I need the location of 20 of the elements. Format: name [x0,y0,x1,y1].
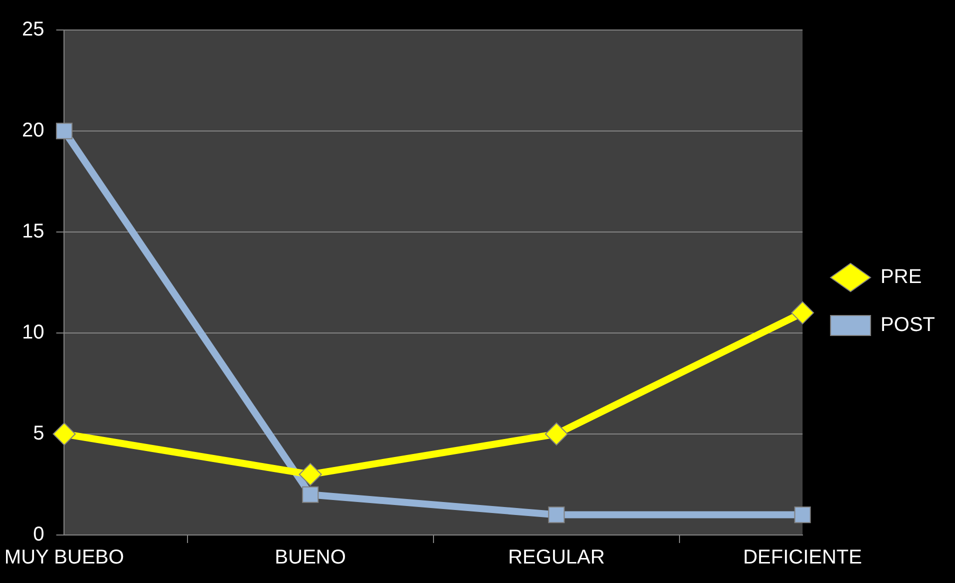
y-tick-label: 0 [33,524,44,546]
y-tick-label: 10 [22,322,44,344]
point [544,422,568,446]
y-tick-label: 15 [22,220,44,243]
point [791,301,814,324]
point [298,462,322,486]
point [56,122,73,140]
point [302,486,319,503]
legend-label: POST [880,314,935,336]
legend-label: PRE [880,266,922,288]
x-tick-label: DEFICIENTE [743,546,862,569]
y-tick-label: 25 [22,18,44,41]
point [794,506,811,524]
y-tick-label: 20 [22,120,44,142]
y-tick-label: 5 [33,422,44,445]
x-tick-label: BUENO [274,546,346,569]
point [52,422,76,446]
point [548,506,565,524]
x-tick-label: MUY BUEBO [4,546,124,569]
x-tick-label: REGULAR [508,546,605,569]
